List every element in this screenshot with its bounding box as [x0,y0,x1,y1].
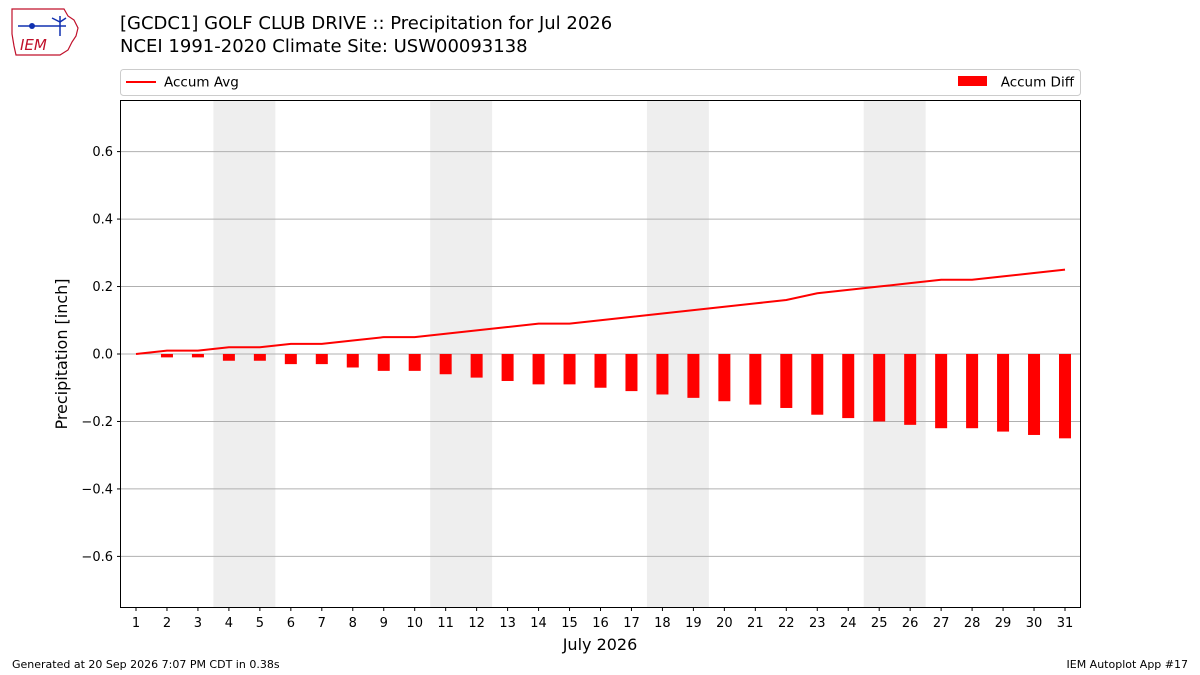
x-tick-label: 31 [1057,616,1074,631]
y-axis-label: Precipitation [inch] [52,278,71,429]
bar-accum-diff-day-25 [873,354,886,422]
chart-subtitle: NCEI 1991-2020 Climate Site: USW00093138 [120,36,528,57]
x-tick-label: 29 [995,616,1012,631]
x-tick-label: 14 [530,616,547,631]
y-tick-label: 0.0 [92,348,113,363]
x-tick-label: 19 [685,616,702,631]
bar-accum-diff-day-19 [687,354,700,398]
bar-accum-diff-day-9 [377,354,390,371]
bar-accum-diff-day-13 [501,354,514,381]
bar-accum-diff-day-31 [1059,354,1071,439]
bar-accum-diff-day-10 [408,354,421,371]
x-tick-label: 9 [380,616,388,631]
x-ticks: 1 2 3 4 5 6 7 8 9 10 11 12 13 14 15 16 17 18 19 20 21 22 23 24 2… [132,607,1073,631]
x-axis-label: July 2026 [562,635,638,654]
x-tick-label: 28 [964,616,981,631]
x-tick-label: 25 [871,616,888,631]
y-tick-label: −0.2 [81,415,113,430]
legend-box [120,69,1081,96]
footer-generated: Generated at 20 Sep 2026 7:07 PM CDT in … [12,658,280,671]
x-tick-label: 4 [225,616,233,631]
y-tick-label: 0.4 [92,213,113,228]
bar-accum-diff-day-22 [780,354,793,408]
chart-title: [GCDC1] GOLF CLUB DRIVE :: Precipitation… [120,13,613,34]
x-tick-label: 1 [132,616,140,631]
x-tick-label: 15 [561,616,578,631]
footer-app: IEM Autoplot App #17 [1066,658,1189,671]
bar-accum-diff-day-16 [594,354,607,388]
x-tick-label: 6 [287,616,295,631]
bar-accum-diff-day-28 [966,354,979,429]
legend-label-accum-diff: Accum Diff [1001,75,1075,91]
bar-accum-diff-day-24 [842,354,855,419]
x-tick-label: 30 [1026,616,1043,631]
bar-accum-diff-day-5 [253,354,266,361]
line-accum-avg [135,268,1066,355]
legend: Accum Avg Accum Diff [120,69,1081,96]
y-tick-label: 0.6 [92,145,113,160]
x-tick-label: 20 [716,616,733,631]
x-tick-label: 12 [468,616,485,631]
y-tick-label: −0.4 [81,482,113,497]
x-tick-label: 8 [349,616,357,631]
x-tick-label: 22 [778,616,795,631]
x-tick-label: 18 [654,616,671,631]
x-tick-label: 21 [747,616,764,631]
bar-series [160,354,1071,439]
bar-accum-diff-day-17 [625,354,638,392]
bar-accum-diff-day-11 [439,354,452,375]
x-tick-label: 13 [499,616,516,631]
x-tick-label: 26 [902,616,919,631]
bar-accum-diff-day-15 [563,354,576,385]
y-tick-label: −0.6 [81,550,113,565]
x-tick-label: 2 [163,616,171,631]
bar-accum-diff-day-29 [997,354,1010,432]
bar-accum-diff-day-7 [315,354,328,365]
bar-accum-diff-day-12 [470,354,483,378]
bar-accum-diff-day-27 [935,354,948,429]
x-tick-label: 27 [933,616,950,631]
iem-logo-graphic: IEM [11,8,79,56]
bar-accum-diff-day-6 [284,354,297,365]
bar-accum-diff-day-18 [656,354,669,395]
bar-accum-diff-day-30 [1028,354,1041,435]
bar-accum-diff-day-23 [811,354,824,415]
legend-label-accum-avg: Accum Avg [164,75,239,91]
y-ticks: −0.6 −0.4 −0.2 0.0 0.2 0.4 0.6 [81,145,121,565]
bar-accum-diff-day-21 [749,354,762,405]
iem-logo: IEM [8,6,82,58]
line-series [135,268,1066,355]
x-tick-label: 23 [809,616,826,631]
bar-accum-diff-day-14 [532,354,545,385]
x-tick-label: 11 [437,616,454,631]
y-tick-label: 0.2 [92,280,113,295]
bar-accum-diff-day-26 [904,354,917,425]
x-tick-label: 17 [623,616,640,631]
x-tick-label: 10 [406,616,423,631]
legend-bar-swatch [958,76,987,86]
x-tick-label: 24 [840,616,857,631]
bar-accum-diff-day-20 [718,354,731,402]
bar-accum-diff-day-3 [191,354,204,358]
chart-title-block: [GCDC1] GOLF CLUB DRIVE :: Precipitation… [120,12,612,58]
x-tick-label: 7 [318,616,326,631]
bar-accum-diff-day-4 [222,354,235,361]
x-tick-label: 5 [256,616,264,631]
bar-accum-diff-day-2 [160,354,173,358]
bar-accum-diff-day-8 [346,354,359,368]
x-tick-label: 3 [194,616,202,631]
x-tick-label: 16 [592,616,609,631]
iem-logo-text: IEM [20,36,47,54]
